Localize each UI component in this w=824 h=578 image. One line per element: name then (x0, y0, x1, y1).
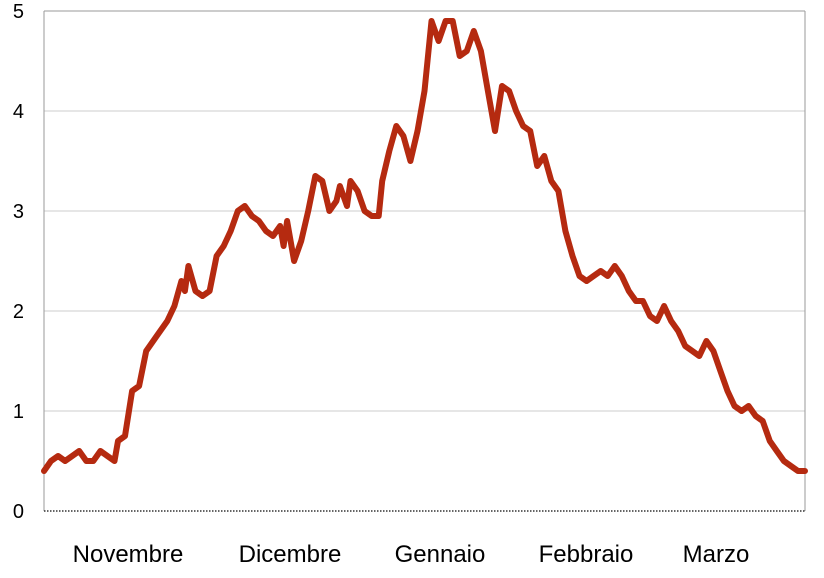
series-line (41, 18, 808, 474)
x-tick-label: Gennaio (395, 541, 486, 568)
x-tick-label: Novembre (73, 541, 184, 568)
y-tick-label: 1 (13, 401, 24, 423)
x-tick-label: Febbraio (539, 541, 634, 568)
x-tick-labels: Novembre Dicembre Gennaio Febbraio Marzo (73, 541, 750, 568)
series-layer (41, 18, 808, 474)
y-tick-label: 0 (13, 501, 24, 523)
y-tick-label: 5 (13, 1, 24, 23)
y-tick-label: 3 (13, 201, 24, 223)
y-tick-label: 2 (13, 301, 24, 323)
x-tick-label: Marzo (683, 541, 750, 568)
y-tick-labels: 0 1 2 3 4 5 (13, 1, 24, 523)
x-tick-label: Dicembre (239, 541, 342, 568)
y-tick-label: 4 (13, 101, 24, 123)
grid-lines (44, 110, 805, 412)
